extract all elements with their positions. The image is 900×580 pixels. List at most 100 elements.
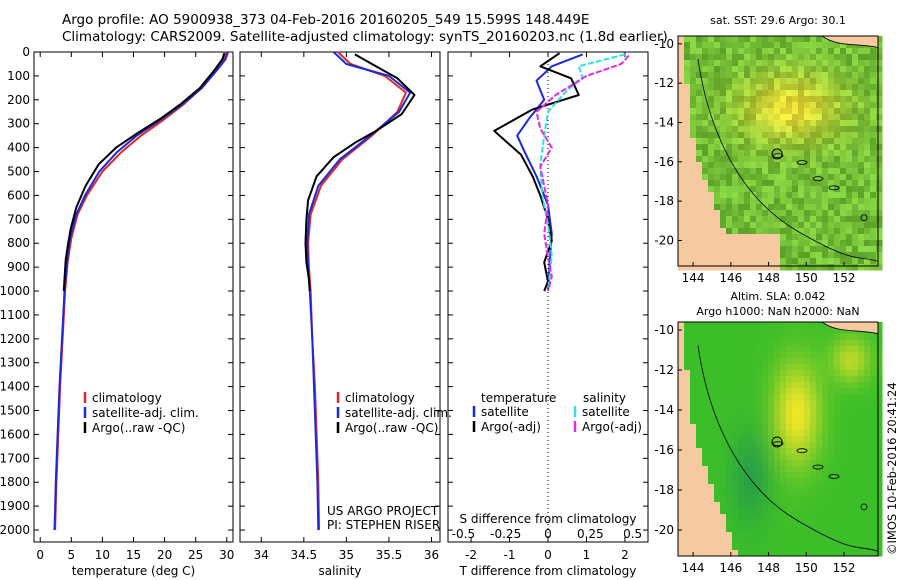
sla-map-title: Altim. SLA: 0.042 (730, 290, 825, 303)
x2-tick-label: -0.25 (490, 527, 521, 541)
argo-float-marker (771, 148, 783, 160)
sla-map-subtitle: Argo h1000: NaN h2000: NaN (696, 305, 859, 318)
map-x-tick-label: 144 (682, 271, 705, 285)
temperature-legend-label: Argo(..raw -QC) (92, 421, 185, 435)
temperature-legend-label: satellite-adj. clim. (92, 406, 199, 420)
x-axis-label: temperature (deg C) (72, 564, 195, 578)
title-line-1: Argo profile: AO 5900938_373 04-Feb-2016… (62, 12, 590, 28)
x-tick-label: -2 (465, 548, 477, 562)
x2-tick-label: 0 (544, 527, 552, 541)
map-island (828, 474, 840, 479)
x-tick-label: 10 (95, 548, 110, 562)
map-island (812, 176, 824, 182)
depth-tick-label: 900 (7, 260, 30, 274)
map-sla-map (677, 321, 883, 557)
map-y-tick-label: -14 (654, 115, 674, 129)
x-tick-label: 35 (339, 548, 354, 562)
x-tick-label: 2 (621, 548, 629, 562)
project-note: US ARGO PROJECT (327, 504, 439, 518)
map-mooring-marker (860, 214, 868, 222)
map-y-tick-label: -16 (654, 155, 674, 169)
series-s-argo-adj- (535, 54, 630, 292)
diff-legend-title-s: salinity (583, 391, 626, 405)
map-x-tick-label: 148 (757, 271, 780, 285)
map-y-tick-label: -16 (654, 443, 674, 457)
series-t-argo-adj- (493, 52, 580, 292)
x-tick-label: 1 (583, 548, 591, 562)
x2-tick-label: 0.25 (577, 527, 604, 541)
series-satellite-adj-clim- (306, 51, 412, 531)
depth-tick-label: 1100 (0, 308, 30, 322)
depth-tick-label: 2000 (0, 523, 30, 537)
depth-tick-label: 1300 (0, 356, 30, 370)
x2-axis-label: S difference from climatology (460, 512, 637, 526)
map-y-tick-label: -10 (654, 37, 674, 51)
depth-tick-label: 0 (22, 45, 30, 59)
map-y-tick-label: -14 (654, 403, 674, 417)
map-x-tick-label: 148 (757, 561, 780, 575)
map-x-tick-label: 144 (682, 561, 705, 575)
map-y-tick-label: -12 (654, 76, 674, 90)
x-tick-label: 25 (188, 548, 203, 562)
map-y-tick-label: -20 (654, 233, 674, 247)
map-island (796, 160, 808, 165)
x-tick-label: 34 (254, 548, 269, 562)
depth-tick-label: 1900 (0, 499, 30, 513)
map-frame-sst-map (677, 35, 879, 267)
x-tick-label: 35.5 (376, 548, 403, 562)
depth-tick-label: 1200 (0, 332, 30, 346)
title-line-2: Climatology: CARS2009. Satellite-adjuste… (62, 29, 668, 45)
diff-s-legend-label: Argo(-adj) (582, 420, 642, 434)
x-tick-label: 0 (36, 548, 44, 562)
depth-tick-label: 200 (7, 93, 30, 107)
series-satellite-adj-clim- (53, 51, 229, 531)
map-x-tick-label: 146 (719, 561, 742, 575)
salinity-legend-label: Argo(..raw -QC) (345, 421, 438, 435)
x-tick-label: 34.5 (290, 548, 317, 562)
series-s-satellite (539, 53, 626, 292)
series-argo-raw-qc- (304, 53, 416, 292)
series-argo-raw-qc- (62, 52, 226, 292)
x-tick-label: 20 (157, 548, 172, 562)
depth-tick-label: 1400 (0, 380, 30, 394)
x-tick-label: 30 (219, 548, 234, 562)
map-y-tick-label: -18 (654, 194, 674, 208)
sst-map-title: sat. SST: 29.6 Argo: 30.1 (710, 14, 846, 27)
map-x-tick-label: 146 (719, 271, 742, 285)
x-tick-label: 0 (544, 548, 552, 562)
map-x-tick-label: 152 (833, 271, 856, 285)
map-island (828, 185, 840, 191)
map-y-tick-label: -10 (654, 323, 674, 337)
x2-tick-label: -0.5 (452, 527, 475, 541)
map-island (796, 448, 808, 454)
map-y-tick-label: -20 (654, 523, 674, 537)
diff-t-legend-label: Argo(-adj) (481, 420, 541, 434)
map-x-tick-label: 152 (833, 561, 856, 575)
salinity-legend-label: climatology (345, 391, 415, 405)
argo-float-marker (771, 436, 783, 448)
depth-tick-label: 1700 (0, 451, 30, 465)
diff-t-legend-label: satellite (481, 405, 529, 419)
map-frame-sla-map (677, 321, 879, 557)
depth-tick-label: 500 (7, 165, 30, 179)
depth-tick-label: 400 (7, 141, 30, 155)
x-axis-label: T difference from climatology (459, 564, 637, 578)
panel-frame-temperature (33, 51, 234, 543)
depth-tick-label: 100 (7, 69, 30, 83)
depth-tick-label: 800 (7, 236, 30, 250)
map-reef-contour (697, 345, 879, 552)
x-tick-label: 36 (424, 548, 439, 562)
map-island (812, 464, 824, 470)
map-x-tick-label: 150 (795, 561, 818, 575)
map-y-tick-label: -18 (654, 483, 674, 497)
x-axis-label: salinity (318, 564, 361, 578)
map-y-tick-label: -12 (654, 363, 674, 377)
diff-legend-title-t: temperature (481, 391, 556, 405)
panel-frame-salinity (239, 51, 441, 543)
depth-tick-label: 300 (7, 117, 30, 131)
map-mooring-marker (860, 503, 868, 511)
x-tick-label: -1 (504, 548, 516, 562)
map-reef-contour (697, 58, 879, 262)
depth-tick-label: 600 (7, 188, 30, 202)
